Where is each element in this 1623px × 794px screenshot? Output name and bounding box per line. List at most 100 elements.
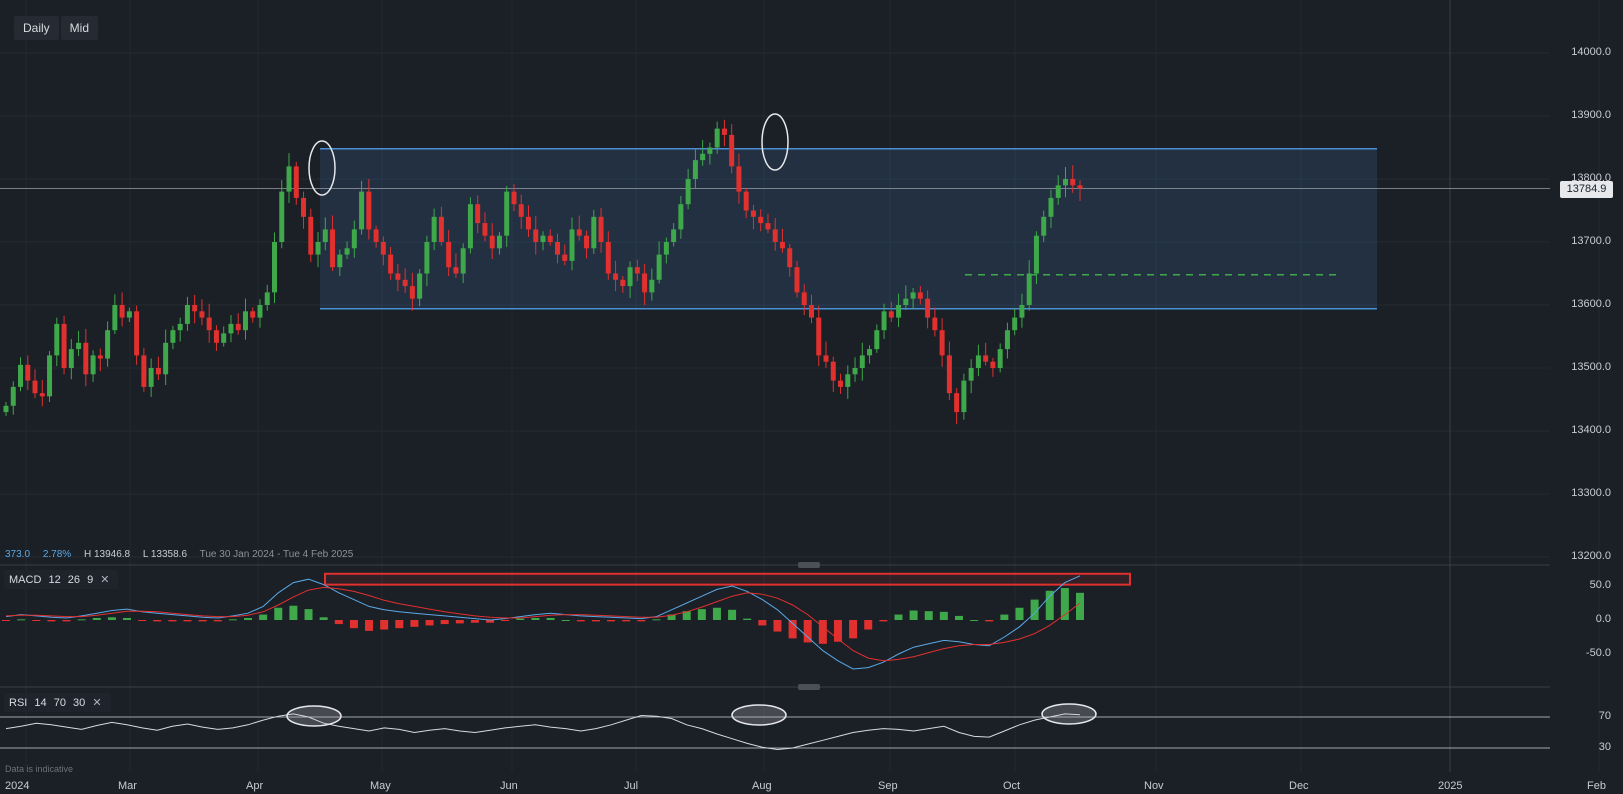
candle-body — [184, 305, 190, 324]
candle-body — [983, 355, 989, 362]
candle-body — [250, 311, 256, 318]
macd-histogram-bar — [758, 620, 767, 626]
candle-body — [453, 267, 459, 274]
macd-histogram-bar — [728, 609, 737, 620]
macd-histogram-bar — [879, 620, 888, 622]
candle-body — [351, 229, 357, 249]
candle-body — [729, 134, 735, 167]
toolbar: Daily Mid — [14, 16, 99, 40]
candle-body — [540, 235, 546, 242]
candle-body — [1004, 330, 1010, 350]
footnote: Data is indicative — [5, 764, 74, 774]
candle-body — [504, 191, 510, 236]
macd-name: MACD — [9, 574, 42, 586]
candle-body — [496, 235, 502, 249]
candle-body — [213, 330, 219, 343]
candle-body — [881, 311, 887, 331]
candle-body — [975, 355, 981, 368]
rsi-close-icon[interactable]: ✕ — [92, 697, 102, 709]
macd-histogram-bar — [395, 620, 404, 629]
candle-body — [446, 242, 452, 268]
candle-body — [330, 229, 336, 268]
candle-body — [634, 267, 640, 274]
candle-body — [438, 216, 444, 242]
panel-resize-handle[interactable] — [798, 684, 820, 690]
candle-body — [402, 279, 408, 287]
macd-histogram-bar — [304, 609, 313, 620]
macd-histogram-bar — [894, 614, 903, 620]
candle-body — [242, 311, 248, 331]
rsi-param-lower: 30 — [73, 697, 86, 709]
price-tick: 13900.0 — [1571, 109, 1611, 121]
macd-tick: 50.0 — [1589, 579, 1611, 591]
macd-histogram-bar — [138, 620, 147, 621]
panel-resize-handle[interactable] — [798, 562, 820, 568]
candle-body — [888, 311, 894, 318]
macd-histogram-bar — [970, 620, 979, 621]
rsi-line — [5, 713, 1081, 751]
price-tick: 14000.0 — [1571, 46, 1611, 58]
candle-body — [112, 305, 118, 331]
time-tick: Aug — [752, 780, 772, 792]
candle-body — [134, 311, 140, 356]
macd-histogram-bar — [213, 620, 222, 622]
candle-body — [308, 216, 314, 255]
macd-param-fast: 12 — [48, 574, 61, 586]
stats-bar: 373.0 2.78% H 13946.8 L 13358.6 Tue 30 J… — [5, 549, 363, 560]
candle-body — [1055, 185, 1061, 198]
interval-button[interactable]: Daily — [14, 16, 59, 40]
candle-body — [743, 191, 749, 211]
candle-body — [663, 242, 669, 255]
macd-histogram-bar — [864, 620, 873, 630]
candle-body — [54, 323, 60, 356]
candle-body — [126, 311, 132, 318]
candle-body — [533, 229, 539, 242]
candle-body — [119, 305, 125, 318]
candle-body — [424, 242, 430, 274]
candle-body — [279, 191, 285, 242]
macd-histogram-bar — [470, 620, 479, 623]
candle-body — [750, 210, 756, 217]
macd-histogram-bar — [1015, 607, 1024, 620]
candle-body — [475, 204, 481, 224]
candle-body — [264, 292, 270, 305]
candle-body — [605, 242, 611, 274]
candle-body — [997, 349, 1003, 368]
macd-histogram-bar — [349, 620, 358, 629]
macd-histogram-bar — [228, 619, 237, 621]
time-tick: Oct — [1003, 780, 1021, 792]
macd-param-signal: 9 — [87, 574, 94, 586]
candle-body — [591, 216, 597, 249]
candle-body — [620, 279, 626, 287]
candle-body — [293, 166, 299, 198]
macd-histogram-bar — [773, 620, 782, 632]
candle-body — [380, 242, 386, 255]
candle-body — [366, 191, 372, 230]
candle-body — [721, 128, 727, 135]
candle-body — [968, 368, 974, 381]
macd-histogram-bar — [410, 620, 419, 627]
candle-body — [409, 286, 415, 299]
candle-body — [18, 364, 24, 387]
candle-body — [83, 342, 89, 375]
price-mode-button[interactable]: Mid — [60, 16, 99, 40]
candle-body — [859, 355, 865, 368]
macd-histogram-bar — [425, 620, 434, 626]
time-tick: May — [370, 780, 391, 792]
candle-body — [257, 305, 263, 318]
highlight-ellipse — [761, 113, 789, 171]
candle-body — [1026, 273, 1032, 305]
macd-close-icon[interactable]: ✕ — [100, 574, 110, 586]
macd-histogram-bar — [77, 619, 86, 621]
candle-body — [10, 386, 16, 406]
candle-body — [598, 216, 604, 242]
macd-histogram-bar — [954, 615, 963, 620]
price-tick: 13700.0 — [1571, 235, 1611, 247]
candle-body — [1019, 305, 1025, 318]
candle-body — [148, 368, 154, 387]
candle-body — [562, 254, 568, 261]
price-tick: 13500.0 — [1571, 361, 1611, 373]
high-value: H 13946.8 — [83, 549, 131, 560]
candle-body — [917, 292, 923, 299]
